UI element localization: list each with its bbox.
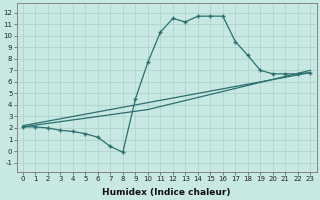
X-axis label: Humidex (Indice chaleur): Humidex (Indice chaleur): [102, 188, 231, 197]
